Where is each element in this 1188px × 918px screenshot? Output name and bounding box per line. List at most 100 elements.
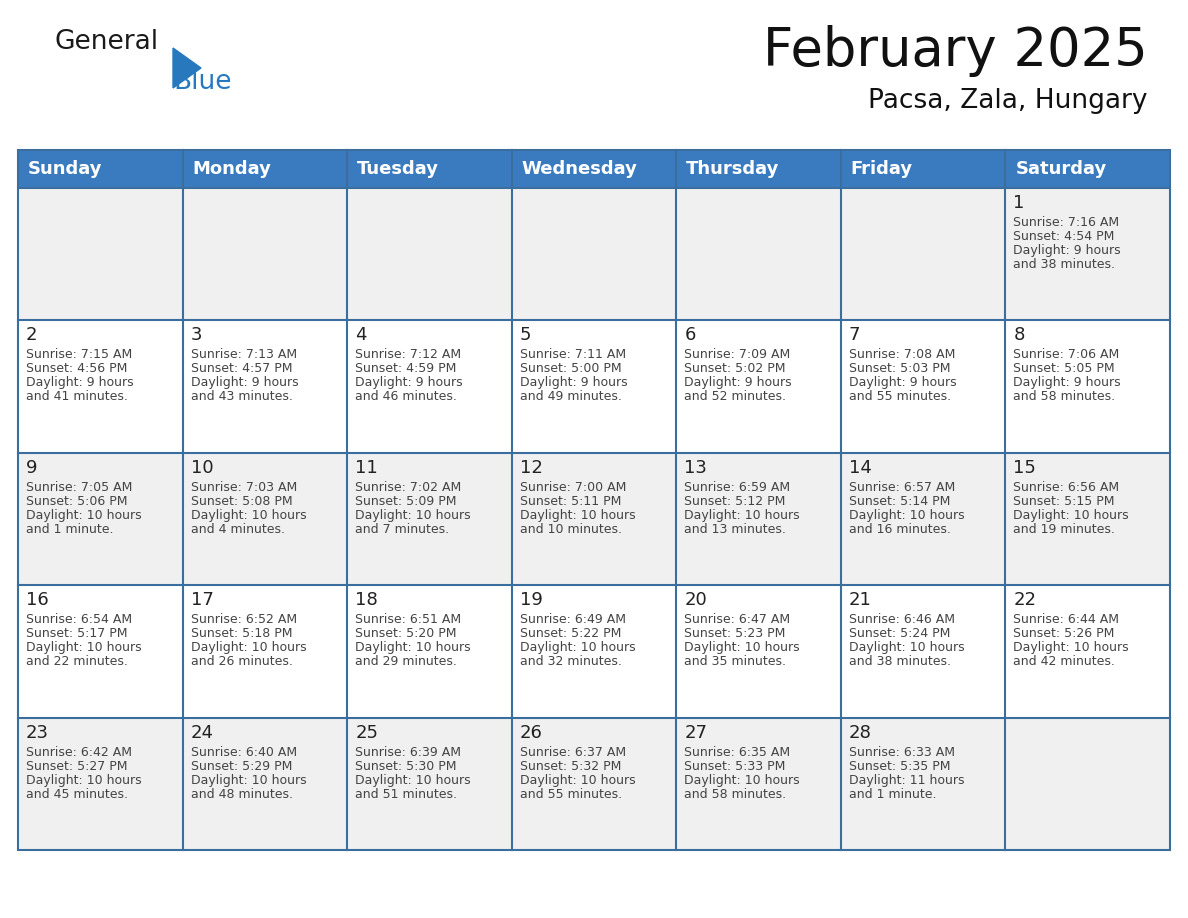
Text: Sunrise: 7:15 AM: Sunrise: 7:15 AM [26,349,132,362]
Bar [841,718,1005,850]
Bar [183,320,347,453]
Text: Sunrise: 6:54 AM: Sunrise: 6:54 AM [26,613,132,626]
Bar [1005,150,1170,188]
Text: 17: 17 [190,591,214,610]
Text: Sunset: 5:35 PM: Sunset: 5:35 PM [849,759,950,773]
Text: 15: 15 [1013,459,1036,476]
Text: and 22 minutes.: and 22 minutes. [26,655,128,668]
Text: Sunrise: 6:49 AM: Sunrise: 6:49 AM [519,613,626,626]
Text: Sunrise: 6:39 AM: Sunrise: 6:39 AM [355,745,461,758]
Text: 23: 23 [26,723,49,742]
Text: 22: 22 [1013,591,1036,610]
Text: Sunrise: 6:52 AM: Sunrise: 6:52 AM [190,613,297,626]
Bar [676,585,841,718]
Bar [347,150,512,188]
Text: Sunrise: 7:02 AM: Sunrise: 7:02 AM [355,481,461,494]
Text: Daylight: 10 hours: Daylight: 10 hours [26,774,141,787]
Text: Daylight: 10 hours: Daylight: 10 hours [355,641,470,655]
Text: and 16 minutes.: and 16 minutes. [849,522,950,536]
Text: 7: 7 [849,327,860,344]
Text: Daylight: 10 hours: Daylight: 10 hours [519,774,636,787]
Text: Sunrise: 7:09 AM: Sunrise: 7:09 AM [684,349,790,362]
Text: 12: 12 [519,459,543,476]
Text: Daylight: 10 hours: Daylight: 10 hours [26,641,141,655]
Text: Sunset: 5:08 PM: Sunset: 5:08 PM [190,495,292,508]
Bar [18,320,183,453]
Bar [676,453,841,585]
Text: Sunset: 5:05 PM: Sunset: 5:05 PM [1013,363,1116,375]
Text: Sunset: 4:57 PM: Sunset: 4:57 PM [190,363,292,375]
Text: and 46 minutes.: and 46 minutes. [355,390,457,403]
Text: Daylight: 9 hours: Daylight: 9 hours [1013,244,1121,257]
Text: and 38 minutes.: and 38 minutes. [1013,258,1116,271]
Text: Daylight: 10 hours: Daylight: 10 hours [519,509,636,521]
Text: Daylight: 10 hours: Daylight: 10 hours [26,509,141,521]
Text: Sunset: 4:59 PM: Sunset: 4:59 PM [355,363,456,375]
Text: Sunset: 5:26 PM: Sunset: 5:26 PM [1013,627,1114,640]
Text: Friday: Friday [851,160,914,178]
Text: Daylight: 10 hours: Daylight: 10 hours [1013,509,1129,521]
Text: and 10 minutes.: and 10 minutes. [519,522,621,536]
Bar [676,320,841,453]
Text: Daylight: 9 hours: Daylight: 9 hours [684,376,792,389]
Text: Daylight: 10 hours: Daylight: 10 hours [684,509,800,521]
Text: Sunrise: 6:51 AM: Sunrise: 6:51 AM [355,613,461,626]
Bar [183,718,347,850]
Text: and 38 minutes.: and 38 minutes. [849,655,950,668]
Text: Sunset: 5:14 PM: Sunset: 5:14 PM [849,495,950,508]
Text: Daylight: 9 hours: Daylight: 9 hours [1013,376,1121,389]
Text: Sunrise: 7:11 AM: Sunrise: 7:11 AM [519,349,626,362]
Text: Daylight: 10 hours: Daylight: 10 hours [355,509,470,521]
Text: Sunrise: 7:05 AM: Sunrise: 7:05 AM [26,481,132,494]
Text: Sunset: 4:54 PM: Sunset: 4:54 PM [1013,230,1114,243]
Text: 18: 18 [355,591,378,610]
Text: Sunrise: 6:46 AM: Sunrise: 6:46 AM [849,613,955,626]
Bar [841,585,1005,718]
Bar [183,150,347,188]
Text: and 35 minutes.: and 35 minutes. [684,655,786,668]
Text: Sunday: Sunday [29,160,102,178]
Text: Sunrise: 6:44 AM: Sunrise: 6:44 AM [1013,613,1119,626]
Text: and 1 minute.: and 1 minute. [849,788,936,800]
Text: and 49 minutes.: and 49 minutes. [519,390,621,403]
Text: and 1 minute.: and 1 minute. [26,522,114,536]
Text: Sunset: 5:17 PM: Sunset: 5:17 PM [26,627,127,640]
Text: 14: 14 [849,459,872,476]
Bar [347,718,512,850]
Text: Sunrise: 6:56 AM: Sunrise: 6:56 AM [1013,481,1119,494]
Text: Sunset: 5:22 PM: Sunset: 5:22 PM [519,627,621,640]
Text: and 51 minutes.: and 51 minutes. [355,788,457,800]
Text: 16: 16 [26,591,49,610]
Text: Sunrise: 6:37 AM: Sunrise: 6:37 AM [519,745,626,758]
Text: 25: 25 [355,723,378,742]
Text: 8: 8 [1013,327,1025,344]
Text: Sunrise: 6:59 AM: Sunrise: 6:59 AM [684,481,790,494]
Text: Sunset: 5:12 PM: Sunset: 5:12 PM [684,495,785,508]
Text: Daylight: 10 hours: Daylight: 10 hours [190,509,307,521]
Bar [183,453,347,585]
Bar [512,188,676,320]
Bar [18,188,183,320]
Text: 21: 21 [849,591,872,610]
Text: Sunrise: 7:06 AM: Sunrise: 7:06 AM [1013,349,1119,362]
Text: Sunset: 5:27 PM: Sunset: 5:27 PM [26,759,127,773]
Bar [18,150,183,188]
Bar [841,453,1005,585]
Text: Daylight: 10 hours: Daylight: 10 hours [355,774,470,787]
Text: Wednesday: Wednesday [522,160,638,178]
Bar [841,320,1005,453]
Bar [841,150,1005,188]
Text: Sunset: 5:03 PM: Sunset: 5:03 PM [849,363,950,375]
Bar [347,585,512,718]
Text: Daylight: 10 hours: Daylight: 10 hours [1013,641,1129,655]
Text: 4: 4 [355,327,367,344]
Text: and 7 minutes.: and 7 minutes. [355,522,449,536]
Text: and 29 minutes.: and 29 minutes. [355,655,457,668]
Text: Pacsa, Zala, Hungary: Pacsa, Zala, Hungary [868,88,1148,114]
Text: Sunset: 5:18 PM: Sunset: 5:18 PM [190,627,292,640]
Bar [1005,718,1170,850]
Text: Daylight: 10 hours: Daylight: 10 hours [684,774,800,787]
Text: and 48 minutes.: and 48 minutes. [190,788,292,800]
Text: Daylight: 10 hours: Daylight: 10 hours [849,509,965,521]
Text: Daylight: 9 hours: Daylight: 9 hours [519,376,627,389]
